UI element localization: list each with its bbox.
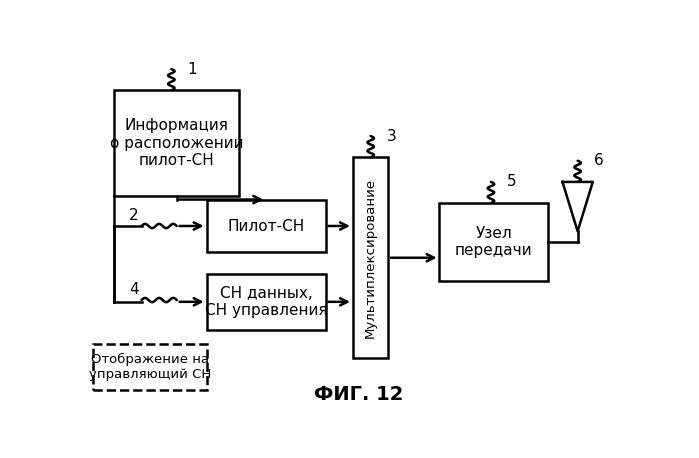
Text: Узел
передачи: Узел передачи <box>455 226 533 258</box>
Text: ФИГ. 12: ФИГ. 12 <box>314 385 403 404</box>
Text: Информация
о расположении
пилот-СН: Информация о расположении пилот-СН <box>110 118 243 168</box>
Text: Отображение на
управляющий СН: Отображение на управляющий СН <box>89 353 211 381</box>
Text: Мультиплексирование: Мультиплексирование <box>364 178 377 338</box>
Text: 2: 2 <box>129 208 139 223</box>
Text: 3: 3 <box>387 129 397 143</box>
Bar <box>115 90 239 196</box>
Text: 5: 5 <box>507 174 517 190</box>
Bar <box>440 203 548 281</box>
Text: 6: 6 <box>594 153 604 168</box>
Bar <box>93 344 207 390</box>
Text: СН данных,
СН управления: СН данных, СН управления <box>205 286 327 318</box>
Bar <box>353 157 388 358</box>
Text: Пилот-СН: Пилот-СН <box>227 218 305 234</box>
Text: 4: 4 <box>129 282 139 297</box>
Text: 1: 1 <box>187 61 197 76</box>
Bar <box>207 200 326 252</box>
Bar <box>207 273 326 330</box>
